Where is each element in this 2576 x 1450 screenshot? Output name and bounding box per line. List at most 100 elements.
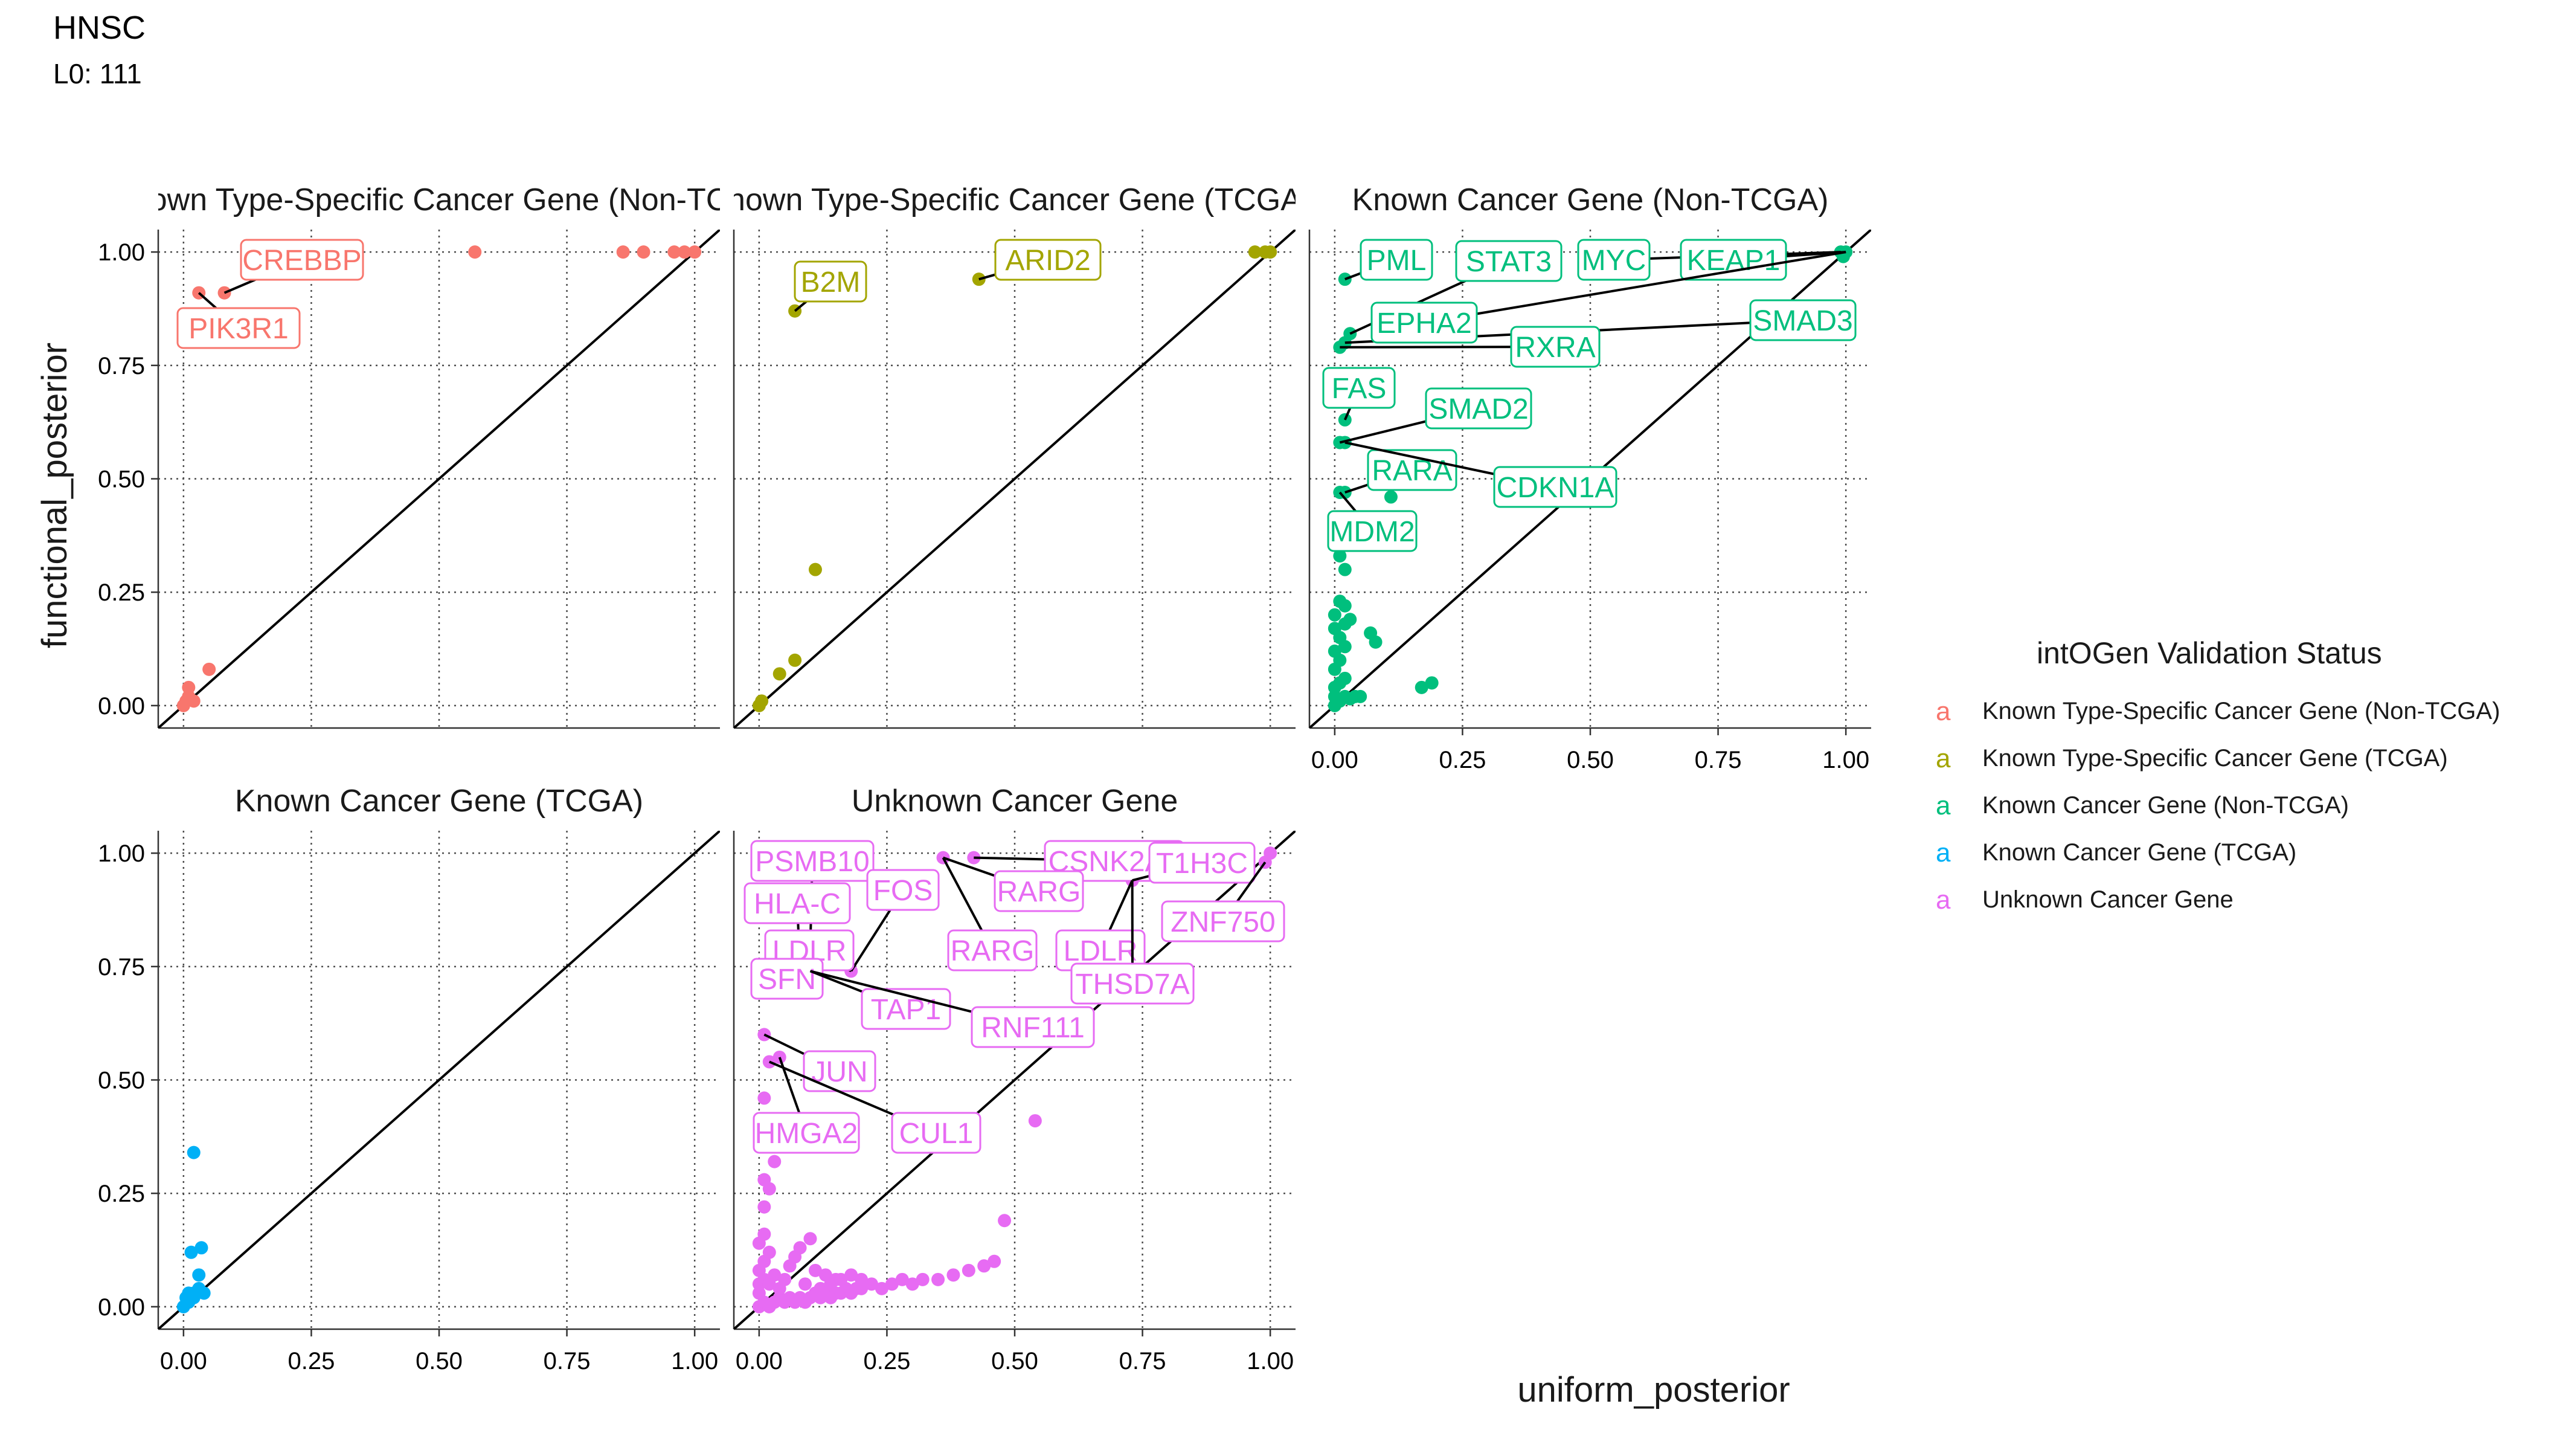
- x-tick-label: 0.75: [1119, 1348, 1166, 1374]
- x-tick-label: 1.00: [1247, 1348, 1294, 1374]
- x-tick-label: 0.75: [1695, 747, 1742, 773]
- panel-4: Known Cancer Gene (TCGA) 0.00 0.25 0.50 0.75…: [98, 784, 720, 1374]
- gene-label: ZNF750: [1161, 861, 1285, 942]
- gene-label-text: TAP1: [871, 994, 941, 1026]
- gene-label: T1H3C: [1132, 842, 1256, 884]
- gene-label-text: HMGA2: [755, 1118, 858, 1150]
- data-point: [962, 1263, 975, 1277]
- data-point: [865, 1277, 879, 1291]
- data-point: [824, 1277, 838, 1291]
- data-point: [998, 1214, 1012, 1228]
- panel-title: Known Cancer Gene (TCGA): [235, 784, 643, 819]
- gene-label-text: EPHA2: [1376, 308, 1471, 340]
- label-box: [1493, 466, 1617, 508]
- gene-label-text: PSMB10: [755, 846, 869, 878]
- gene-label-text: B2M: [801, 266, 861, 298]
- legend-entry: Unknown Cancer Gene: [1982, 886, 2234, 913]
- x-tick-label: 0.25: [287, 1348, 335, 1374]
- x-axis-title: uniform_posterior: [1517, 1370, 1790, 1410]
- reference-line: [158, 831, 720, 1329]
- y-tick-label: 0.50: [98, 466, 145, 493]
- data-point: [1328, 608, 1341, 622]
- x-tick-label: 1.00: [671, 1348, 718, 1374]
- gene-label: CDKN1A: [1344, 441, 1617, 508]
- data-point: [468, 245, 482, 259]
- data-point: [1264, 245, 1277, 259]
- x-tick-label: 1.00: [1822, 747, 1869, 773]
- gene-label: KEAP1: [1680, 239, 1846, 281]
- gene-label: HLA-C: [744, 882, 851, 971]
- legend-entry: Known Cancer Gene (Non-TCGA): [1982, 792, 2349, 819]
- gene-label: ARID2: [978, 239, 1102, 281]
- data-point: [1425, 676, 1439, 690]
- data-point: [757, 1173, 771, 1187]
- gene-label: RARG: [942, 857, 1038, 971]
- gene-label: SMAD2: [1339, 387, 1532, 444]
- data-point: [1384, 490, 1398, 504]
- data-point: [808, 562, 822, 576]
- data-point: [1248, 245, 1262, 259]
- label-box: [994, 870, 1084, 912]
- label-box: [1322, 367, 1396, 409]
- label-box: [240, 239, 364, 281]
- x-tick-label: 0.75: [544, 1348, 591, 1374]
- gene-label-text: PML: [1367, 245, 1427, 277]
- gene-label: PSMB10: [750, 840, 875, 949]
- data-point: [895, 1272, 909, 1286]
- gene-label: SFN: [750, 958, 824, 1000]
- y-tick-label: 0.00: [98, 693, 145, 720]
- y-axis-title: functional_posterior: [35, 343, 74, 648]
- data-point: [1328, 622, 1341, 636]
- panel-title: Known Cancer Gene (Non-TCGA): [1352, 182, 1829, 218]
- data-point: [946, 1268, 960, 1282]
- x-tick-label: 0.25: [863, 1348, 910, 1374]
- label-box: [861, 988, 951, 1030]
- data-point: [1369, 635, 1383, 649]
- data-point: [844, 1268, 858, 1282]
- gene-label-text: CREBBP: [242, 245, 361, 277]
- reference-line: [734, 230, 1296, 728]
- data-point: [778, 1272, 792, 1286]
- data-point: [803, 1232, 817, 1246]
- data-point: [977, 1259, 991, 1273]
- gene-label-text: SMAD3: [1753, 305, 1852, 337]
- gene-label-text: SMAD2: [1428, 393, 1528, 425]
- gene-label-text: LDLR: [1064, 935, 1138, 967]
- gene-label: LDLR: [1055, 880, 1146, 971]
- data-point: [757, 1200, 771, 1214]
- gene-label-text: PIK3R1: [188, 313, 288, 345]
- gene-label: TAP1: [809, 970, 951, 1030]
- x-tick-label: 0.50: [991, 1348, 1038, 1374]
- data-point: [616, 245, 630, 259]
- panel-title: nown Type-Specific Cancer Gene (TCGA: [728, 182, 1302, 218]
- panel-title: own Type-Specific Cancer Gene (Non-TC: [150, 182, 729, 218]
- gene-label-text: HLA-C: [754, 888, 841, 920]
- panel-title: Unknown Cancer Gene: [852, 784, 1178, 819]
- data-point: [187, 1290, 201, 1304]
- gene-label: RNF111: [809, 970, 1095, 1048]
- legend-key: a: [1936, 838, 1951, 868]
- y-tick-label: 0.75: [98, 353, 145, 379]
- data-point: [1338, 671, 1352, 685]
- data-point: [798, 1277, 812, 1291]
- legend-title: intOGen Validation Status: [2037, 636, 2382, 670]
- data-point: [885, 1277, 899, 1291]
- gene-label-text: RARG: [951, 935, 1035, 967]
- label-box: [1161, 900, 1285, 942]
- gene-label-text: SFN: [758, 964, 816, 996]
- label-box: [1367, 449, 1457, 491]
- x-tick-label: 0.50: [416, 1348, 463, 1374]
- data-point: [1354, 689, 1367, 703]
- y-tick-label: 0.75: [98, 954, 145, 981]
- gene-label: FAS: [1322, 367, 1396, 420]
- label-box: [750, 958, 824, 1000]
- data-point: [1333, 549, 1347, 563]
- gene-label: PML: [1344, 239, 1433, 281]
- label-box: [1070, 962, 1195, 1005]
- data-point: [772, 667, 786, 681]
- label-box: [750, 840, 875, 882]
- gene-label-text: THSD7A: [1075, 968, 1189, 1000]
- legend-entry: Known Cancer Gene (TCGA): [1982, 839, 2296, 866]
- gene-label-text: MYC: [1582, 245, 1646, 277]
